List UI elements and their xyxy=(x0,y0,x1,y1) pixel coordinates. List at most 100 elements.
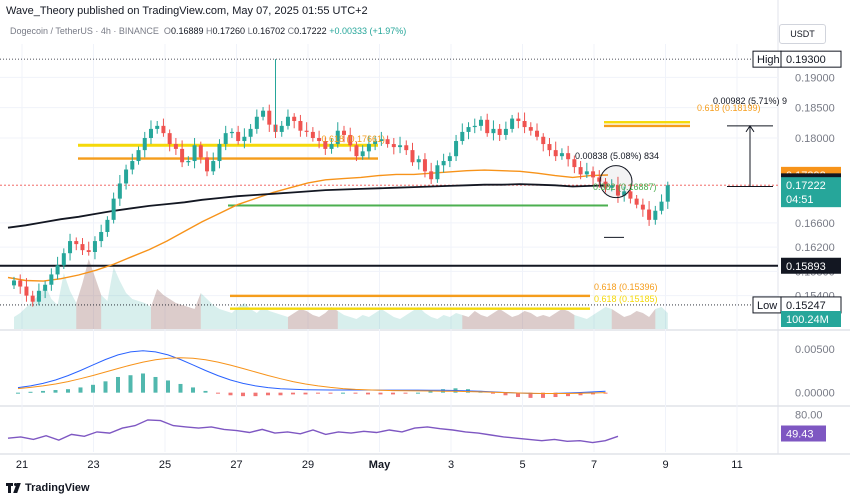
candle-body xyxy=(61,253,66,266)
price-label-box xyxy=(781,257,841,274)
macd-signal-line xyxy=(17,357,606,394)
candle-body xyxy=(161,125,166,134)
ohlc-close-label: C xyxy=(287,26,295,36)
volume-area xyxy=(14,259,668,329)
macd-histogram-bar xyxy=(341,392,345,394)
macd-histogram-bar xyxy=(378,392,383,395)
candle-body xyxy=(366,144,371,152)
time-tick-label: 25 xyxy=(159,459,171,471)
macd-histogram-bar xyxy=(166,380,170,393)
volume-area-down xyxy=(462,309,575,329)
candle-body xyxy=(360,151,365,157)
candle-body xyxy=(329,144,334,149)
rsi-line xyxy=(7,419,619,444)
macd-histogram-bar xyxy=(353,392,358,394)
macd-histogram-bar xyxy=(578,392,583,396)
candle-body xyxy=(142,137,147,151)
macd-pane xyxy=(16,350,608,398)
price-label-tag-text: High xyxy=(757,54,780,66)
fib-annotation: 0.618 (0.15396) xyxy=(594,282,658,292)
candle-body xyxy=(640,204,645,210)
candle-body xyxy=(80,244,85,251)
ohlc-change: +0.00333 (+1.97%) xyxy=(329,26,407,36)
currency-button[interactable]: USDT xyxy=(779,24,826,44)
candle-body xyxy=(578,167,583,175)
candle-body xyxy=(111,198,116,220)
candle-body xyxy=(18,280,23,287)
tradingview-logo[interactable]: TradingView xyxy=(6,482,90,494)
candle-body xyxy=(86,250,91,252)
candle-body xyxy=(647,209,652,220)
macd-histogram-bar xyxy=(528,392,533,398)
price-tick-label: 0.16200 xyxy=(795,242,835,254)
macd-histogram-bar xyxy=(53,390,58,393)
macd-histogram-bar xyxy=(503,392,508,396)
ema-lines xyxy=(7,169,609,282)
rsi-pane xyxy=(7,419,619,444)
fib-annotation: 0.618 (0.17661) xyxy=(321,134,385,144)
macd-histogram-bar xyxy=(391,392,395,395)
price-tick-label: 0.18500 xyxy=(795,103,835,115)
fib-lower-orange xyxy=(230,294,590,298)
candle-body xyxy=(385,139,390,145)
macd-tick-label: 0.00500 xyxy=(795,344,835,356)
time-tick-label: 3 xyxy=(448,459,454,471)
ohlc-open: 0.16889 xyxy=(170,26,204,36)
candle-body xyxy=(429,171,434,180)
candle-body xyxy=(285,116,290,126)
candle-body xyxy=(553,150,558,157)
price-label-text: 0.15247 xyxy=(786,300,826,312)
macd-histogram-bar xyxy=(228,392,233,396)
candle-body xyxy=(528,127,533,131)
candle-body xyxy=(416,159,421,163)
macd-histogram-bar xyxy=(303,392,308,395)
time-axis: 21 23 25 27 29 May 3 5 7 9 11 xyxy=(16,459,743,471)
macd-histogram-bar xyxy=(191,387,195,393)
ohlc-low-label: L xyxy=(247,26,253,36)
macd-histogram-bar xyxy=(291,392,295,395)
fib-annotation: 0.00982 (5.71%) 9 xyxy=(713,96,787,106)
macd-histogram-bar xyxy=(553,392,558,398)
fib-target-yellow xyxy=(604,121,690,124)
price-label-box xyxy=(781,177,841,208)
candle-body xyxy=(435,165,440,180)
volume-area-down xyxy=(150,289,201,329)
macd-histogram-bar xyxy=(316,392,320,394)
time-tick-label: 27 xyxy=(230,459,242,471)
candle-body xyxy=(229,131,234,134)
candle-body xyxy=(304,130,309,132)
macd-histogram-bar xyxy=(78,387,83,393)
candle-body xyxy=(335,130,340,145)
ohlc-high-label: H xyxy=(206,26,213,36)
candles[interactable] xyxy=(12,59,670,307)
candle-body xyxy=(43,284,48,291)
candle-body xyxy=(404,145,409,151)
ema-50-line xyxy=(7,169,609,282)
candle-body xyxy=(298,121,303,131)
candle-body xyxy=(460,131,465,142)
time-tick-label: 9 xyxy=(662,459,668,471)
macd-histogram-bar xyxy=(591,392,595,395)
candle-body xyxy=(522,121,527,128)
ohlc-high: 0.17260 xyxy=(212,26,246,36)
price-tick-label: 0.16600 xyxy=(795,218,835,230)
candle-body xyxy=(535,130,540,137)
candle-body xyxy=(373,141,378,145)
macd-histogram-bar xyxy=(91,384,95,393)
macd-histogram-bar xyxy=(66,389,70,393)
candle-body xyxy=(155,125,160,129)
price-label-box xyxy=(780,50,842,68)
candle-body xyxy=(167,133,172,145)
macd-histogram-bar xyxy=(253,392,258,397)
macd-histogram-bar xyxy=(153,376,158,393)
highlight-circle xyxy=(599,165,633,199)
macd-histogram-bar xyxy=(216,392,220,394)
price-axis: 0.19000 0.18500 0.18000 0.16600 0.16200 0.158… xyxy=(752,50,842,442)
macd-tick-label: 0.00000 xyxy=(795,388,835,400)
candle-body xyxy=(391,144,396,148)
candle-body xyxy=(622,191,627,196)
fib-green-level xyxy=(228,204,608,207)
candle-body xyxy=(591,171,596,178)
